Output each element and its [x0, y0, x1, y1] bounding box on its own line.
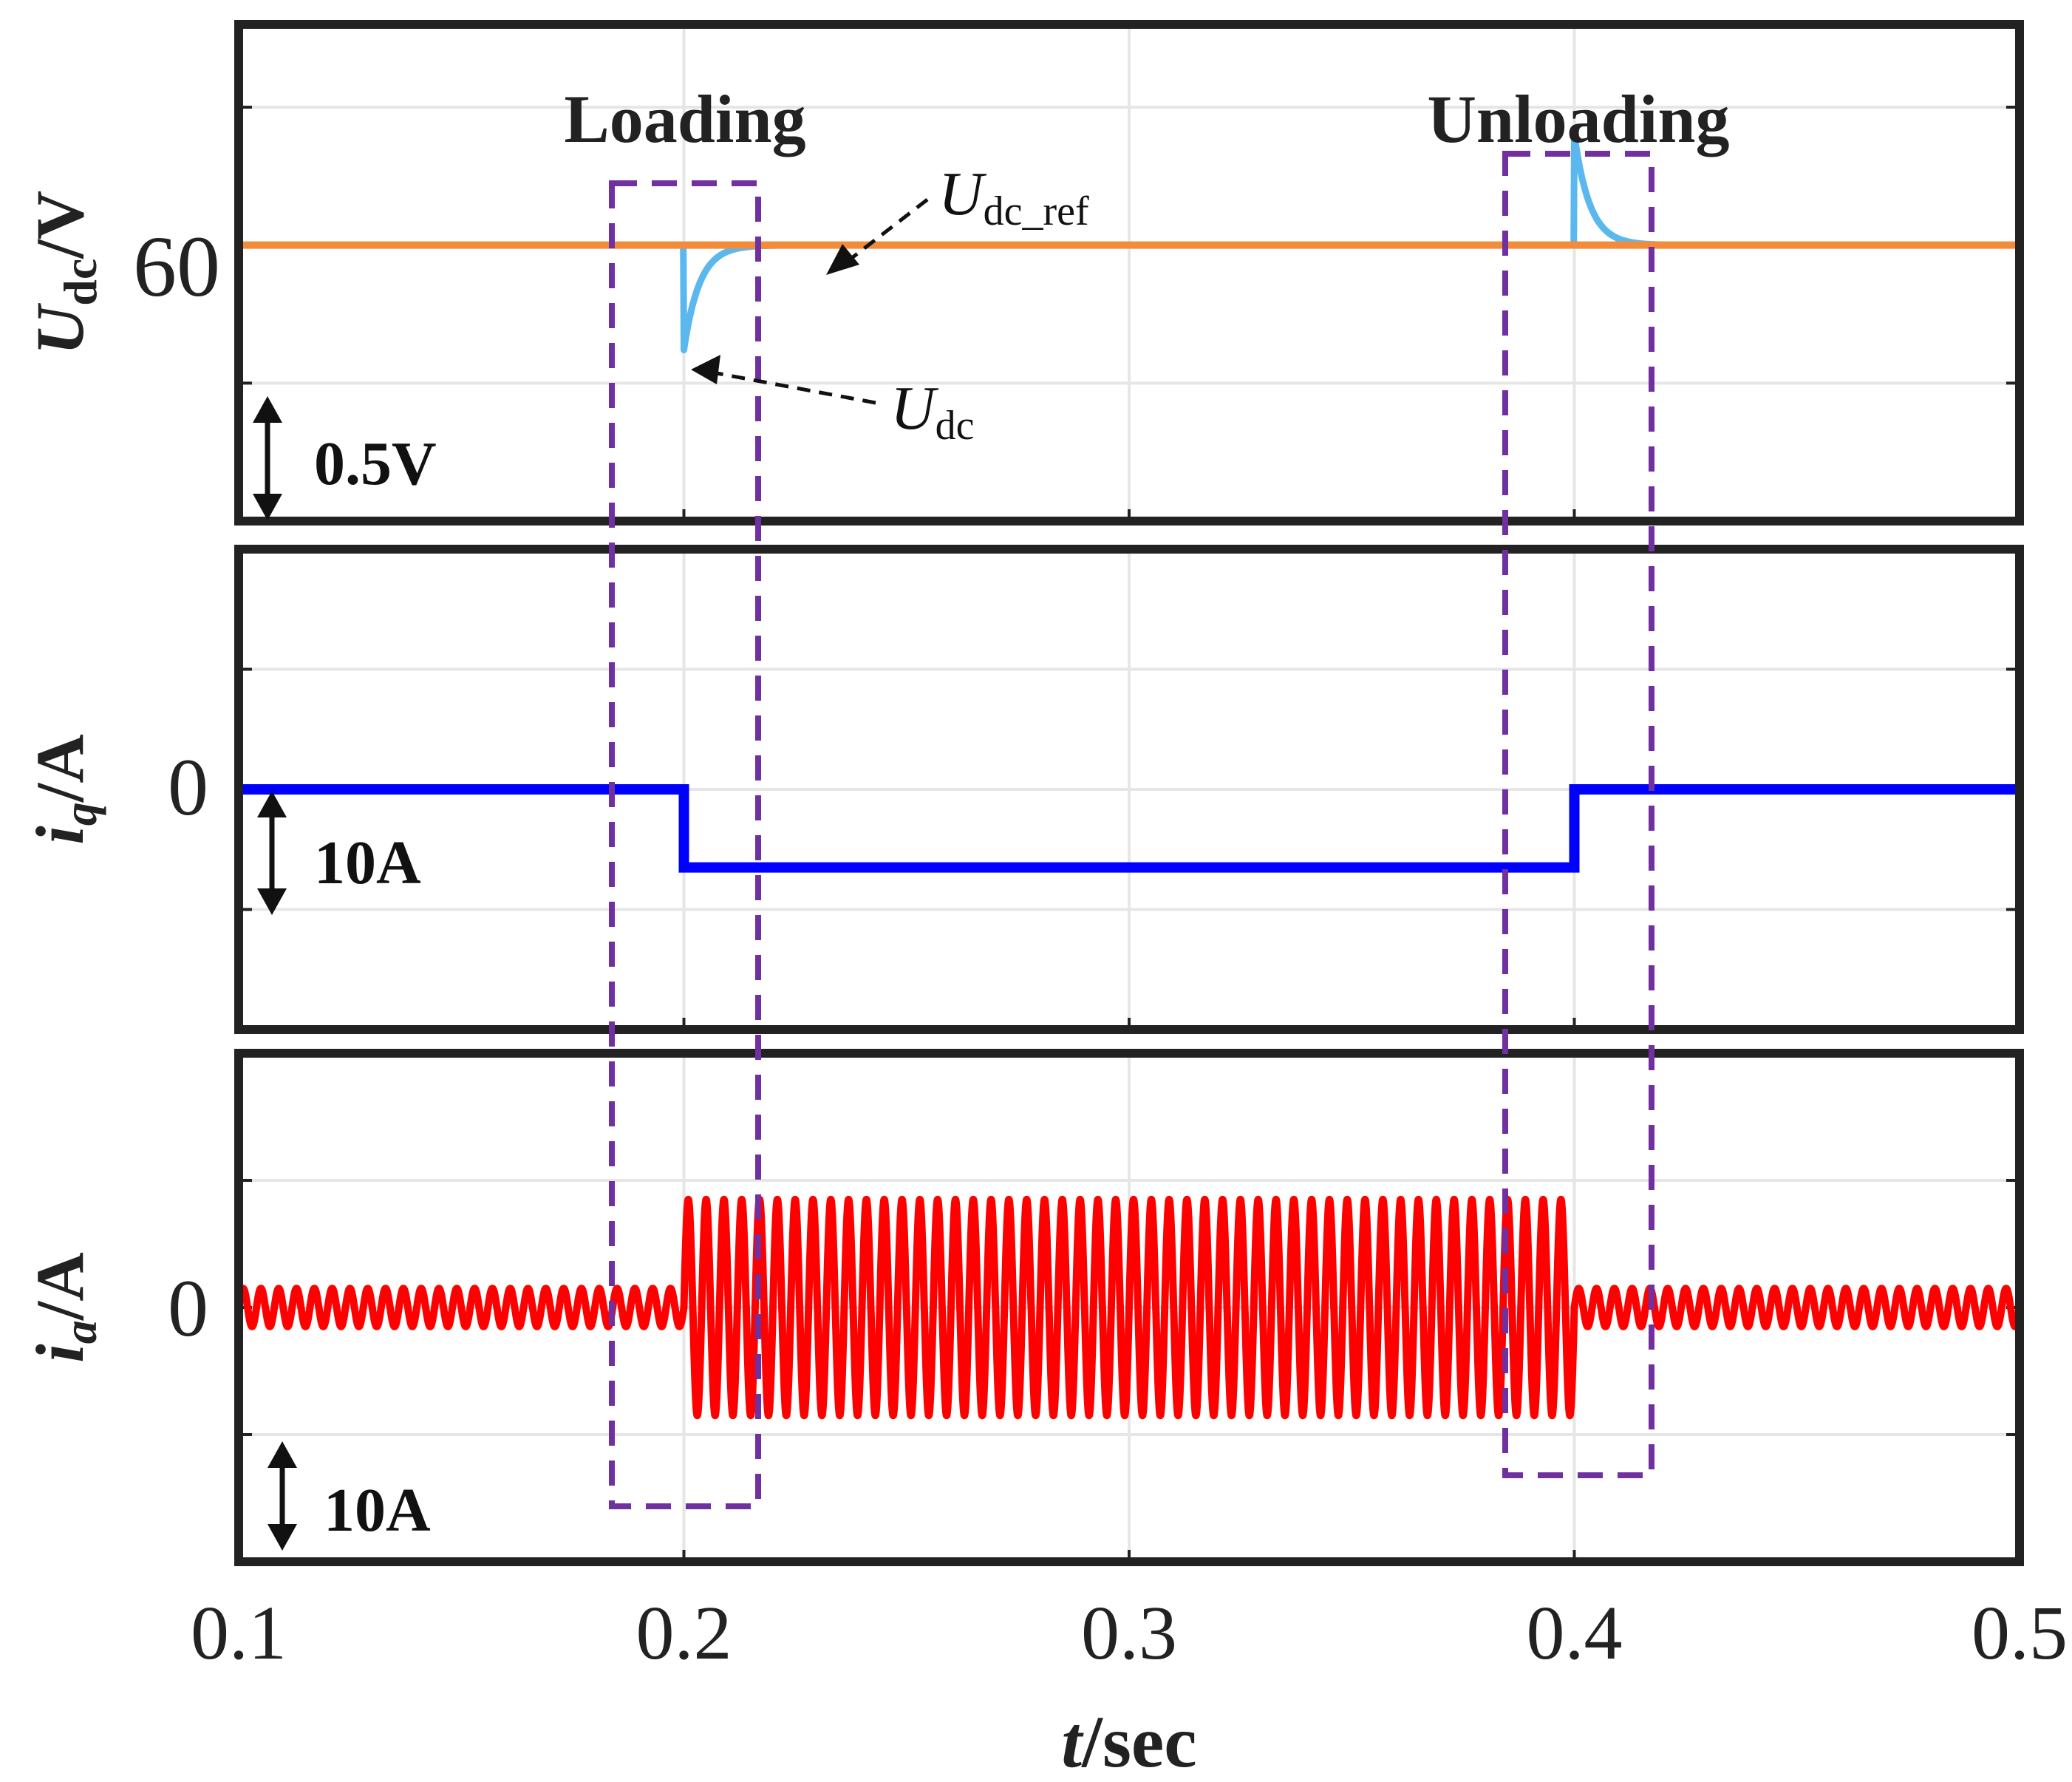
x-tick-label: 0.2 — [636, 1591, 732, 1676]
panel-ia-scale-label: 10A — [324, 1476, 431, 1545]
udc-ref-annotation-label: Udc_ref — [938, 160, 1089, 234]
panel-ia-ytick-label: 0 — [168, 1263, 208, 1353]
udc-ref-annotation: Udc_ref — [826, 160, 1089, 275]
x-tick-label: 0.1 — [191, 1591, 287, 1676]
panel-iq-scale-bar: 10A — [257, 791, 421, 915]
x-axis-tick-labels: 0.1 0.2 0.3 0.4 0.5 — [191, 1591, 2068, 1676]
panel-udc: 60 Udc/V 0.5V — [22, 20, 2024, 526]
unloading-label: Unloading — [1427, 81, 1729, 157]
panel-ia-ylabel: ia/A — [22, 1252, 106, 1363]
panel-iq-ytick-label: 0 — [168, 742, 208, 832]
panel-udc-scale-bar: 0.5V — [253, 396, 437, 520]
panel-iq-scale-label: 10A — [314, 829, 421, 897]
loading-label: Loading — [564, 81, 805, 157]
panel-iq-frame — [234, 545, 2024, 1034]
udc-annotation-label: Udc — [890, 374, 975, 449]
ia-series-line — [239, 1195, 2020, 1420]
panel-ia-frame — [234, 1049, 2024, 1566]
panel-iq-ylabel: iq/A — [22, 734, 106, 845]
x-tick-label: 0.4 — [1527, 1591, 1623, 1676]
panel-udc-ytick-label: 60 — [133, 218, 220, 315]
x-tick-label: 0.3 — [1081, 1591, 1177, 1676]
unloading-window-box — [1502, 151, 1654, 1478]
panel-udc-frame — [234, 20, 2024, 526]
loading-window-box — [609, 180, 761, 1509]
udc-annotation: Udc — [691, 355, 975, 449]
panel-udc-ylabel: Udc/V — [22, 191, 106, 355]
panel-ia-scale-bar: 10A — [267, 1441, 431, 1551]
x-axis-label: t/sec — [1061, 1701, 1196, 1782]
panel-udc-scale-label: 0.5V — [314, 429, 437, 498]
x-tick-label: 0.5 — [1972, 1591, 2068, 1676]
panel-ia: 0 ia/A 10A — [22, 1049, 2024, 1566]
